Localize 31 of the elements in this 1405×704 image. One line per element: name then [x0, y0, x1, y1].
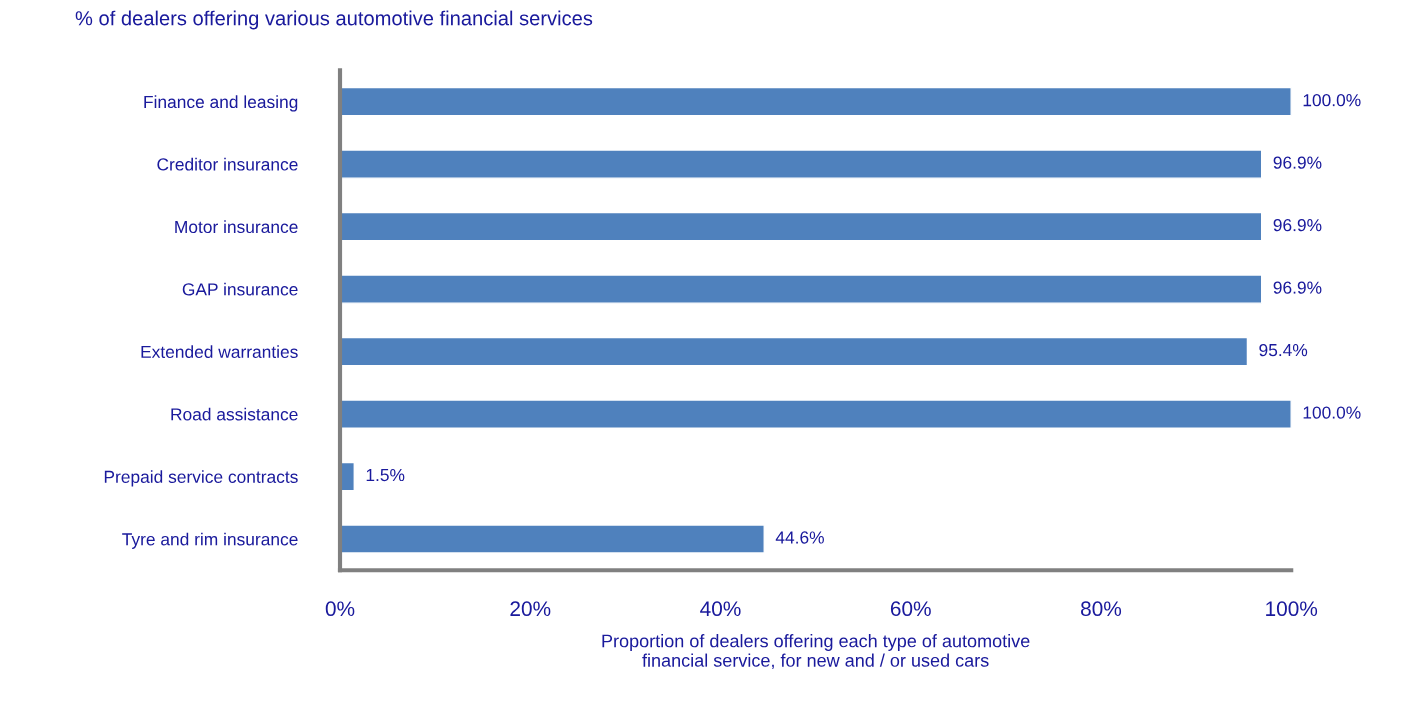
bar — [340, 399, 1292, 429]
y-tick-label: Tyre and rim insurance — [122, 532, 298, 549]
data-label: 96.9% — [1273, 218, 1322, 232]
data-label: 96.9% — [1273, 281, 1322, 294]
data-label: 95.4% — [1259, 343, 1308, 357]
y-tick-label: Finance and leasing — [144, 95, 298, 112]
data-label: 96.9% — [1273, 156, 1322, 169]
y-tick-label: Creditor insurance — [157, 157, 298, 171]
x-tick-label: 40% — [700, 601, 741, 617]
y-tick-label: Road assistance — [171, 407, 298, 421]
y-tick-label: Motor insurance — [175, 220, 298, 234]
data-label: 100.0% — [1303, 94, 1361, 107]
bar — [340, 336, 1249, 367]
y-tick-label: GAP insurance — [182, 282, 298, 296]
y-tick-label: Extended warranties — [141, 345, 298, 359]
y-tick-label: Prepaid service contracts — [104, 470, 298, 487]
bar — [340, 86, 1292, 117]
x-axis-title: Proportion of dealers offering each type of automotive financial service, for new and / or used cars — [602, 634, 1030, 669]
x-tick-label: 20% — [510, 601, 551, 617]
x-tick-label: 60% — [890, 601, 931, 617]
bar — [340, 524, 765, 554]
bar — [340, 149, 1263, 179]
data-label: 100.0% — [1303, 406, 1361, 419]
data-label: 1.5% — [366, 468, 405, 482]
x-tick-label: 100% — [1266, 601, 1318, 617]
bar — [340, 274, 1263, 304]
data-label: 44.6% — [775, 531, 824, 544]
x-tick-label: 0% — [325, 601, 355, 617]
x-tick-label: 80% — [1081, 601, 1122, 617]
chart-title: % of dealers offering various automotive financial services — [75, 10, 593, 30]
bar — [340, 211, 1263, 242]
